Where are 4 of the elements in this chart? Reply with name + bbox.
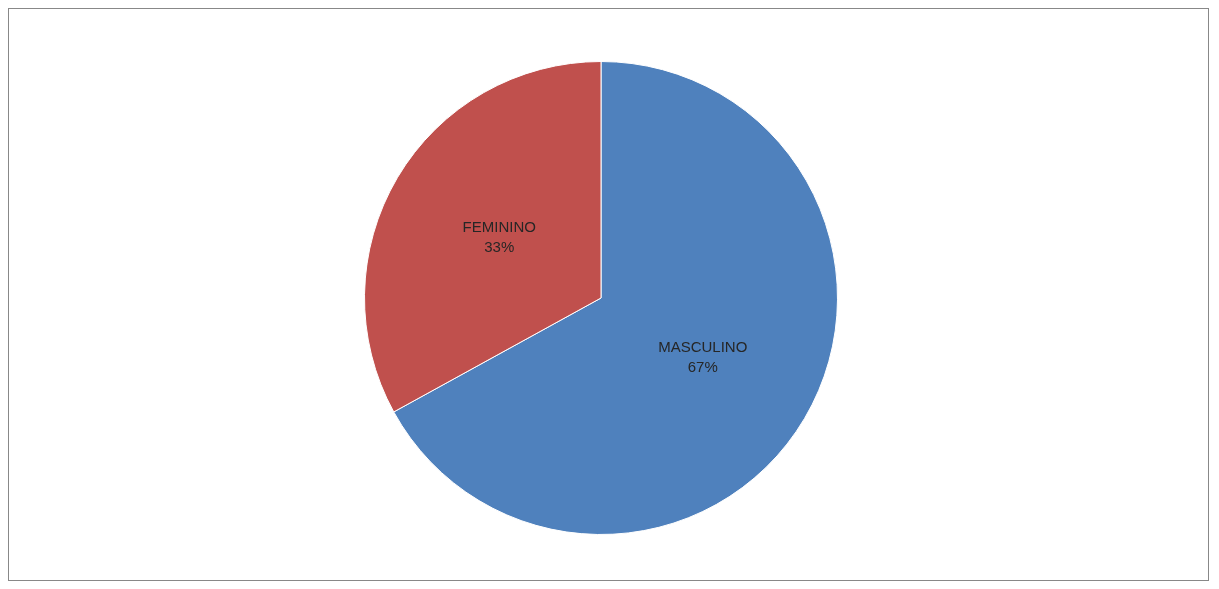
slice-label: MASCULINO bbox=[658, 338, 748, 356]
data-label: 33% bbox=[484, 237, 515, 255]
slice-label: FEMININO bbox=[462, 217, 536, 235]
data-label: 67% bbox=[687, 358, 718, 376]
